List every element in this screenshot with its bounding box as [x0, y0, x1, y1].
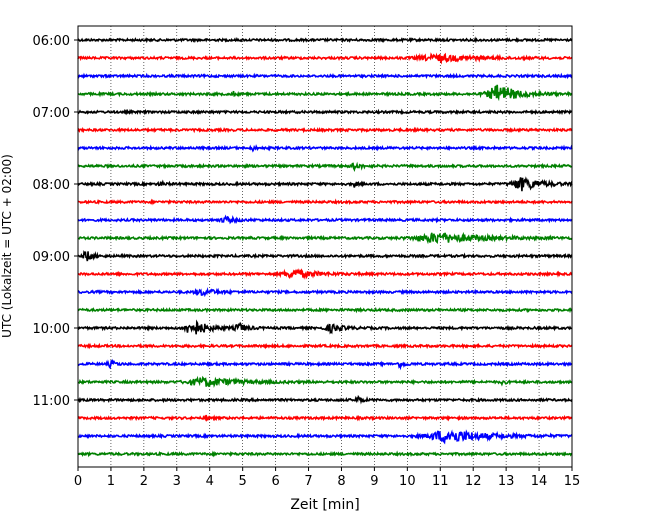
x-tick-label: 4	[206, 474, 214, 489]
trace-group	[77, 36, 573, 458]
x-tick-label: 5	[239, 474, 247, 489]
y-tick-label: 10:00	[33, 322, 70, 337]
trace-0900	[77, 250, 573, 262]
x-tick-label: 15	[564, 474, 581, 489]
trace-0945	[77, 306, 573, 314]
trace-1100	[77, 394, 573, 405]
trace-1015	[77, 342, 573, 350]
x-axis-ticks: 0 1 2 3 4 5 6 7 8 9 10 11 12 13 14 15	[74, 467, 580, 489]
trace-0845	[77, 231, 573, 245]
x-tick-label: 2	[140, 474, 148, 489]
y-tick-label: 06:00	[33, 34, 70, 49]
trace-1030	[77, 358, 573, 371]
x-tick-label: 7	[304, 474, 312, 489]
trace-0930	[77, 286, 573, 298]
trace-1115	[77, 414, 573, 422]
x-axis-label: Zeit [min]	[290, 497, 359, 513]
trace-0630	[77, 72, 573, 80]
y-tick-label: 08:00	[33, 178, 70, 193]
trace-0700	[77, 108, 573, 116]
trace-0600	[77, 36, 573, 44]
trace-0715	[77, 126, 573, 134]
y-tick-label: 09:00	[33, 250, 70, 265]
x-tick-label: 3	[173, 474, 181, 489]
trace-0745	[77, 161, 573, 172]
x-tick-label: 6	[271, 474, 279, 489]
trace-1145	[77, 450, 573, 458]
x-tick-label: 10	[399, 474, 416, 489]
y-axis-label: UTC (Lokalzeit = UTC + 02:00)	[0, 154, 14, 338]
trace-0815	[77, 198, 573, 206]
trace-1130	[77, 429, 573, 445]
trace-1045	[77, 375, 573, 388]
trace-0615	[77, 52, 573, 65]
x-tick-label: 0	[74, 474, 82, 489]
x-tick-label: 11	[432, 474, 449, 489]
trace-1000	[77, 319, 573, 335]
trace-0915	[77, 268, 573, 280]
x-tick-label: 9	[370, 474, 378, 489]
trace-0800	[77, 176, 573, 192]
trace-0645	[77, 84, 573, 102]
y-tick-label: 11:00	[33, 394, 70, 409]
x-tick-label: 1	[107, 474, 115, 489]
trace-0730	[77, 144, 573, 153]
x-tick-label: 14	[531, 474, 548, 489]
y-tick-label: 07:00	[33, 106, 70, 121]
x-tick-label: 12	[465, 474, 482, 489]
y-axis-ticks: 06:00 07:00 08:00 09:00 10:00 11:00	[33, 34, 78, 409]
plot-frame	[77, 25, 573, 468]
x-tick-label: 13	[498, 474, 515, 489]
trace-0830	[77, 214, 573, 225]
x-tick-label: 8	[337, 474, 345, 489]
